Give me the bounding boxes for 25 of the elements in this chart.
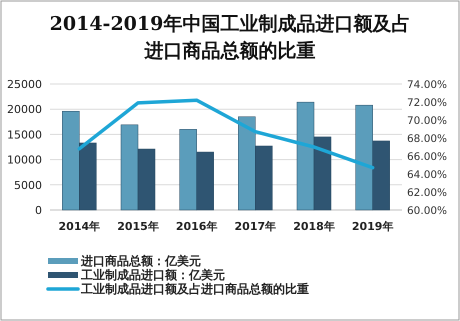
x-tick-label: 2017年 — [234, 220, 276, 233]
y2-tick-label: 62.00% — [407, 187, 448, 199]
y2-tick-label: 64.00% — [407, 169, 448, 181]
legend-label: 工业制成品进口额及占进口商品总额的比重 — [80, 282, 309, 296]
y-tick-label: 20000 — [7, 103, 42, 116]
y2-tick-label: 68.00% — [407, 133, 448, 145]
y2-tick-label: 66.00% — [407, 151, 448, 163]
y-tick-label: 25000 — [7, 78, 42, 91]
y2-tick-label: 74.00% — [407, 79, 448, 91]
legend-label: 进口商品总额：亿美元 — [80, 254, 201, 268]
x-tick-label: 2018年 — [293, 220, 335, 233]
y2-tick-label: 70.00% — [407, 115, 448, 127]
x-tick-label: 2014年 — [58, 220, 100, 233]
x-tick-label: 2019年 — [352, 220, 394, 233]
chart-title: 2014-2019年中国工业制成品进口额及占进口商品总额的比重 — [50, 13, 410, 62]
legend-label: 工业制成品进口额：亿美元 — [80, 268, 225, 282]
x-tick-label: 2015年 — [117, 220, 159, 233]
y-tick-label: 15000 — [7, 128, 42, 142]
x-tick-label: 2016年 — [176, 220, 218, 233]
y2-tick-label: 60.00% — [407, 205, 448, 217]
y-tick-label: 5000 — [14, 178, 42, 192]
y-tick-label: 10000 — [7, 154, 42, 167]
line-series — [78, 98, 374, 170]
y-tick-label: 0 — [35, 204, 42, 217]
y2-tick-label: 72.00% — [407, 97, 448, 109]
